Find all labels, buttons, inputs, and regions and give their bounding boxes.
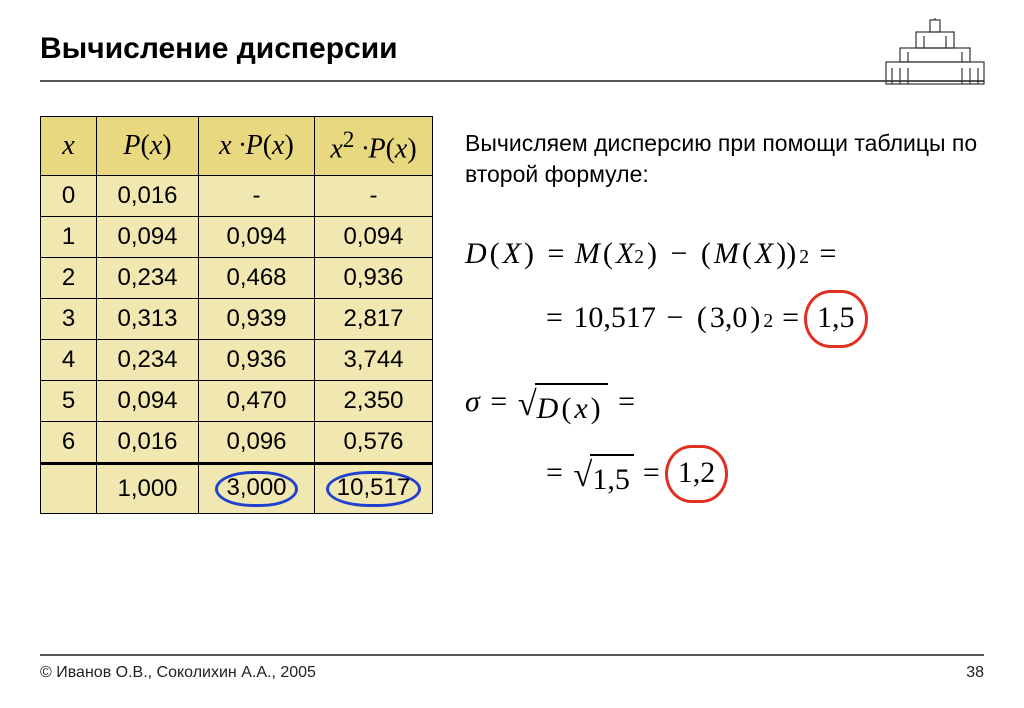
table-total-cell	[41, 464, 97, 514]
table-cell: 0,234	[97, 258, 199, 299]
table-cell: 0	[41, 176, 97, 217]
data-table: xP(x)x ·P(x)x2 ·P(x) 00,016--10,0940,094…	[40, 116, 433, 514]
table-cell: 0,936	[315, 258, 433, 299]
stddev-result: 1,2	[678, 456, 716, 489]
table-header: x ·P(x)	[199, 117, 315, 176]
table-cell: 0,016	[97, 422, 199, 464]
variance-formula: D(X) = M(X2) − (M(X))2 =	[465, 230, 984, 278]
stddev-formula-line2: = √1,5 = 1,2	[543, 445, 984, 504]
table-row: 20,2340,4680,936	[41, 258, 433, 299]
table-row: 40,2340,9363,744	[41, 340, 433, 381]
table-row: 60,0160,0960,576	[41, 422, 433, 464]
page-title: Вычисление дисперсии	[40, 32, 984, 66]
table-cell: 0,016	[97, 176, 199, 217]
table-cell: 0,096	[199, 422, 315, 464]
table-cell: 0,936	[199, 340, 315, 381]
description-text: Вычисляем дисперсию при помощи таблицы п…	[465, 128, 984, 190]
table-row: 50,0940,4702,350	[41, 381, 433, 422]
university-logo	[880, 18, 990, 90]
table-cell: 5	[41, 381, 97, 422]
table-cell: 2,817	[315, 299, 433, 340]
table-total-cell: 1,000	[97, 464, 199, 514]
stddev-formula: σ = √D(x) =	[465, 378, 984, 433]
table-cell: 3,744	[315, 340, 433, 381]
table-header: P(x)	[97, 117, 199, 176]
title-rule	[40, 80, 984, 82]
variance-result: 1,5	[817, 301, 855, 334]
table-cell: 4	[41, 340, 97, 381]
table-cell: 0,468	[199, 258, 315, 299]
table-total-cell: 10,517	[315, 464, 433, 514]
table-row: 00,016--	[41, 176, 433, 217]
table-cell: 0,094	[97, 381, 199, 422]
table-cell: 3	[41, 299, 97, 340]
table-cell: 0,234	[97, 340, 199, 381]
table-row: 30,3130,9392,817	[41, 299, 433, 340]
footer-rule	[40, 654, 984, 656]
table-cell: 0,576	[315, 422, 433, 464]
table-cell: 0,094	[199, 217, 315, 258]
table-header: x2 ·P(x)	[315, 117, 433, 176]
copyright-text: © Иванов О.В., Соколихин А.А., 2005	[40, 664, 316, 682]
table-header: x	[41, 117, 97, 176]
table-cell: 2,350	[315, 381, 433, 422]
table-cell: 0,313	[97, 299, 199, 340]
table-cell: 1	[41, 217, 97, 258]
table-cell: 0,470	[199, 381, 315, 422]
table-cell: 0,094	[97, 217, 199, 258]
variance-formula-line2: = 10,517 − (3,0)2 = 1,5	[543, 290, 984, 348]
table-cell: -	[315, 176, 433, 217]
table-total-row: 1,0003,00010,517	[41, 464, 433, 514]
table-cell: 0,939	[199, 299, 315, 340]
page-number: 38	[966, 664, 984, 682]
table-cell: 6	[41, 422, 97, 464]
table-row: 10,0940,0940,094	[41, 217, 433, 258]
table-total-cell: 3,000	[199, 464, 315, 514]
table-cell: 0,094	[315, 217, 433, 258]
table-cell: 2	[41, 258, 97, 299]
table-cell: -	[199, 176, 315, 217]
